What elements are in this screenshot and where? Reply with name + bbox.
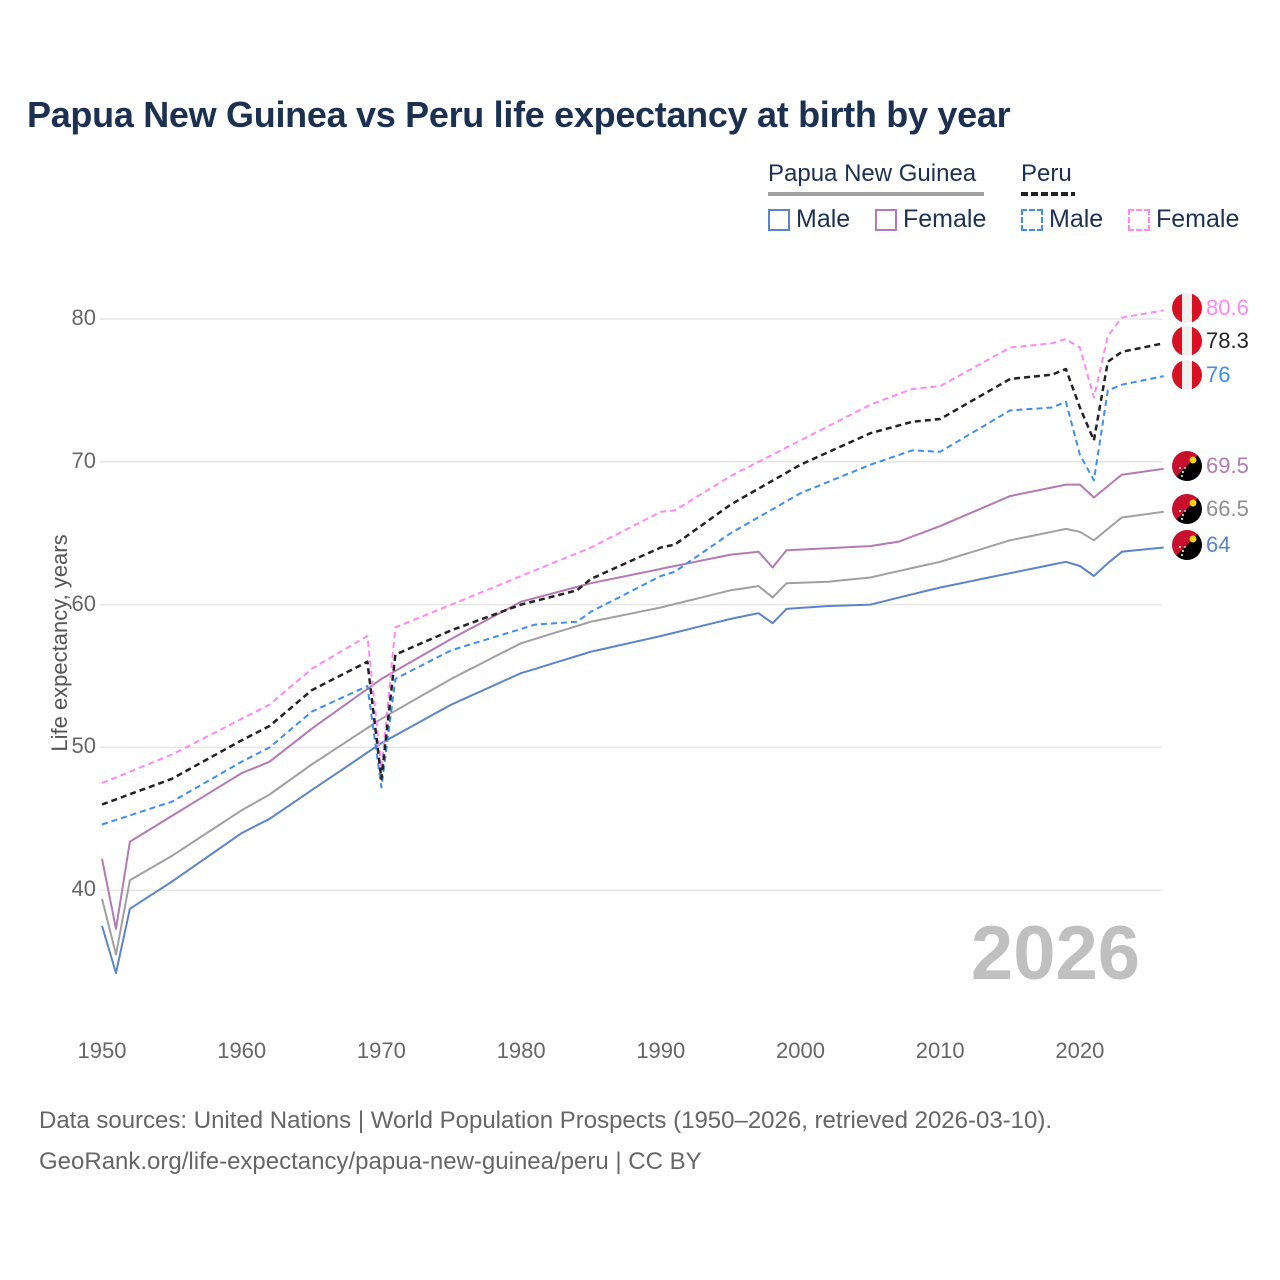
legend-label: Male [1049,205,1104,233]
legend-item-png-female[interactable]: Female [875,205,986,234]
y-tick-label: 60 [71,590,96,616]
legend-group-label: Peru [1021,160,1072,187]
end-value-label: 66.5 [1206,496,1249,521]
x-tick-label: 2000 [776,1038,825,1063]
x-tick-label: 1980 [496,1038,546,1063]
legend-item-peru-female[interactable]: Female [1128,205,1239,234]
end-value-label: 64 [1206,532,1231,557]
series-line-papua-new-guinea-male[interactable] [101,546,1164,974]
png-flag-icon [1172,530,1202,560]
x-tick-label: 2020 [1055,1038,1105,1063]
x-tick-label: 2010 [915,1038,965,1063]
y-tick-label: 50 [71,733,96,759]
y-tick-label: 80 [71,305,96,330]
x-tick-label: 1950 [77,1038,127,1063]
swatch-icon [1021,208,1043,231]
footer-link[interactable]: GeoRank.org/life-expectancy/papua-new-gu… [39,1148,702,1175]
end-value-label: 78.3 [1206,328,1249,353]
x-tick-label: 1960 [217,1038,267,1063]
y-tick-label: 40 [71,876,96,902]
y-tick-label: 70 [71,447,96,473]
peru-flag-icon [1172,326,1202,356]
series-line-peru-female[interactable] [101,309,1164,785]
x-tick-label: 1990 [636,1038,686,1063]
swatch-icon [1128,208,1150,231]
swatch-icon [768,208,790,231]
series-line-peru-male[interactable] [101,375,1164,826]
series-line-papua-new-guinea-female[interactable] [101,467,1164,930]
legend-group-line [1021,192,1075,196]
legend-group-png[interactable]: Papua New Guinea [768,160,984,196]
swatch-icon [875,208,897,231]
png-flag-icon [1172,494,1202,524]
legend-item-png-male[interactable]: Male [768,205,850,234]
legend-label: Female [1156,205,1240,233]
current-year-watermark: 2026 [970,911,1140,996]
legend-group-peru[interactable]: Peru [1021,160,1075,196]
end-value-label: 76 [1206,362,1231,387]
legend-item-peru-male[interactable]: Male [1021,205,1103,234]
end-value-label: 69.5 [1206,453,1249,478]
legend-group-label: Papua New Guinea [768,160,977,187]
peru-flag-icon [1172,360,1202,390]
chart-title: Papua New Guinea vs Peru life expectancy… [27,94,1011,135]
legend-label: Male [796,205,851,233]
peru-flag-icon [1172,293,1202,323]
end-value-label: 80.6 [1206,295,1249,320]
png-flag-icon [1172,451,1202,481]
series-line-peru[interactable] [101,342,1164,806]
x-tick-label: 1970 [356,1038,406,1063]
footer-source: Data sources: United Nations | World Pop… [39,1107,1053,1134]
legend-group-line [768,192,984,196]
series-line-papua-new-guinea[interactable] [101,510,1164,956]
legend-label: Female [903,205,987,233]
